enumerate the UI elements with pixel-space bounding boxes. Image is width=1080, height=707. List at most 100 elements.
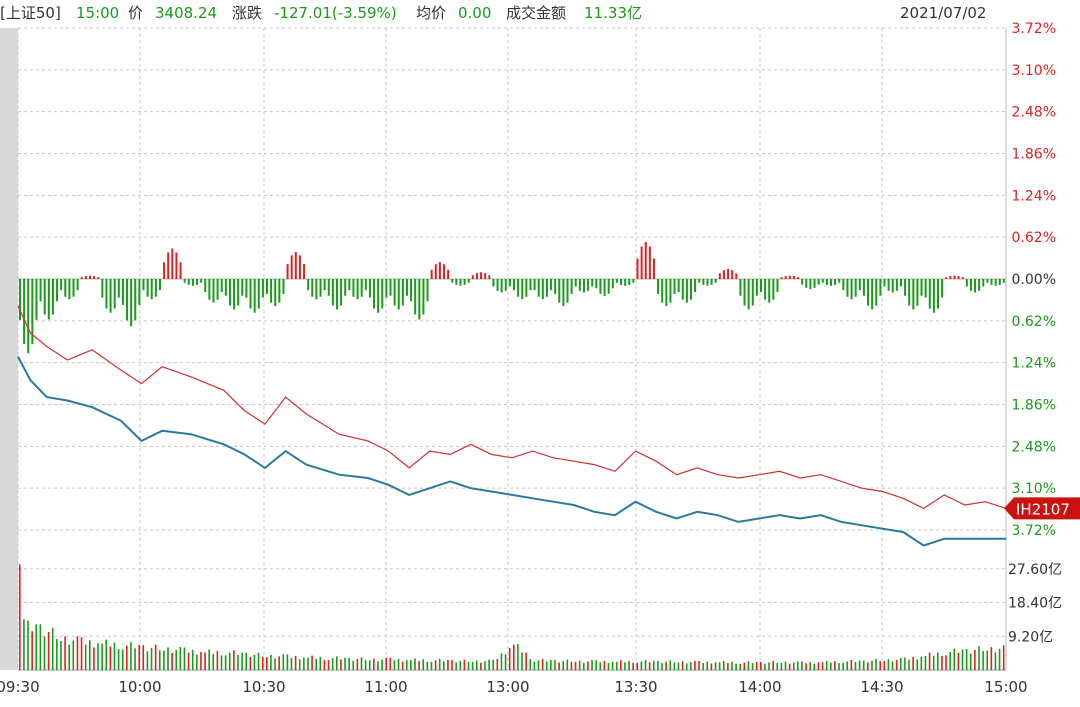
momentum-bar (298, 255, 301, 279)
momentum-bar (113, 279, 116, 309)
momentum-bar (722, 270, 725, 279)
momentum-bar (998, 279, 1001, 285)
momentum-bar (171, 248, 174, 279)
momentum-bar (1002, 279, 1005, 283)
volume-bar (179, 646, 182, 670)
momentum-bar (809, 279, 812, 290)
momentum-bar (537, 279, 540, 297)
volume-bar (443, 661, 445, 670)
volume-bar (784, 661, 787, 670)
momentum-bar (191, 279, 194, 286)
volume-bar (595, 660, 597, 670)
momentum-bar (768, 279, 771, 303)
volume-bar (529, 659, 532, 670)
volume-bar (368, 660, 371, 670)
volume-bar (587, 661, 589, 670)
momentum-bar (64, 279, 67, 297)
volume-bar (632, 662, 634, 670)
momentum-bar (632, 279, 635, 283)
momentum-bar (101, 279, 104, 298)
price-line-index (17, 305, 1007, 510)
volume-bar (191, 649, 194, 670)
momentum-bar (253, 279, 256, 313)
momentum-bar (640, 246, 643, 279)
momentum-bar (397, 279, 400, 310)
volume-bar (591, 660, 593, 670)
momentum-bar (747, 279, 750, 310)
volume-bar (88, 640, 91, 670)
momentum-bar (401, 279, 404, 306)
volume-bar (883, 660, 886, 670)
momentum-bar (706, 279, 709, 286)
momentum-bar (595, 279, 598, 289)
momentum-bar (937, 279, 940, 309)
volume-bar (19, 564, 21, 670)
momentum-bar (88, 275, 91, 279)
volume-bar (241, 652, 243, 670)
momentum-bar (669, 279, 672, 303)
momentum-bar (764, 279, 767, 300)
momentum-bar (513, 279, 515, 291)
volume-bar (657, 660, 659, 670)
y-tick-label: 3.72% (1012, 523, 1056, 539)
momentum-bar (216, 279, 219, 300)
momentum-bar (578, 279, 581, 291)
momentum-bar (459, 279, 462, 286)
momentum-bar (319, 279, 322, 297)
volume-bar (126, 645, 128, 670)
momentum-bar (27, 279, 30, 354)
volume-bar (311, 655, 313, 670)
momentum-bar (714, 279, 717, 283)
momentum-bar (615, 279, 618, 283)
momentum-bar (307, 279, 310, 291)
momentum-bar (344, 279, 347, 296)
volume-bar (274, 658, 276, 670)
momentum-bar (739, 279, 742, 296)
momentum-bar (838, 279, 841, 283)
volume-bar (599, 662, 602, 670)
momentum-bar (587, 279, 590, 291)
volume-bar (566, 659, 569, 670)
x-tick-label: 13:00 (486, 678, 529, 696)
volume-bar (307, 657, 309, 670)
momentum-bar (261, 279, 264, 298)
volume-bar (850, 659, 853, 670)
volume-bar (31, 631, 33, 670)
volume-bar (101, 643, 103, 670)
volume-bar (249, 657, 252, 670)
volume-bar (220, 655, 223, 670)
momentum-bar (196, 279, 199, 285)
volume-bar (801, 661, 803, 670)
volume-bar (397, 658, 400, 670)
momentum-bar (982, 279, 985, 287)
volume-bar (253, 654, 256, 670)
volume-bar (130, 642, 132, 670)
volume-bar (731, 661, 733, 670)
momentum-bar (928, 279, 931, 309)
momentum-bar (340, 279, 343, 306)
x-tick-label: 13:30 (614, 678, 657, 696)
momentum-bar (278, 279, 281, 303)
momentum-bar (430, 269, 433, 279)
volume-tick-label: 9.20亿 (1008, 629, 1053, 645)
volume-bar (727, 663, 729, 670)
volume-tick-label: 27.60亿 (1008, 562, 1062, 578)
momentum-bar (163, 262, 166, 279)
momentum-bar (924, 279, 927, 298)
y-tick-label: 2.48% (1012, 105, 1056, 121)
momentum-bar (109, 279, 112, 313)
momentum-bar (887, 279, 890, 291)
momentum-bar (813, 279, 816, 288)
volume-bar (335, 656, 338, 670)
momentum-bar (117, 279, 120, 298)
y-tick-label: 1.24% (1012, 356, 1056, 372)
momentum-bar (677, 279, 680, 293)
volume-bar (945, 655, 947, 670)
y-tick-label: 0.62% (1012, 230, 1056, 246)
volume-bar (286, 654, 289, 670)
momentum-bar (541, 279, 544, 300)
volume-bar (834, 661, 836, 670)
volume-bar (969, 653, 972, 670)
volume-bar (574, 661, 577, 670)
volume-bar (438, 658, 441, 670)
